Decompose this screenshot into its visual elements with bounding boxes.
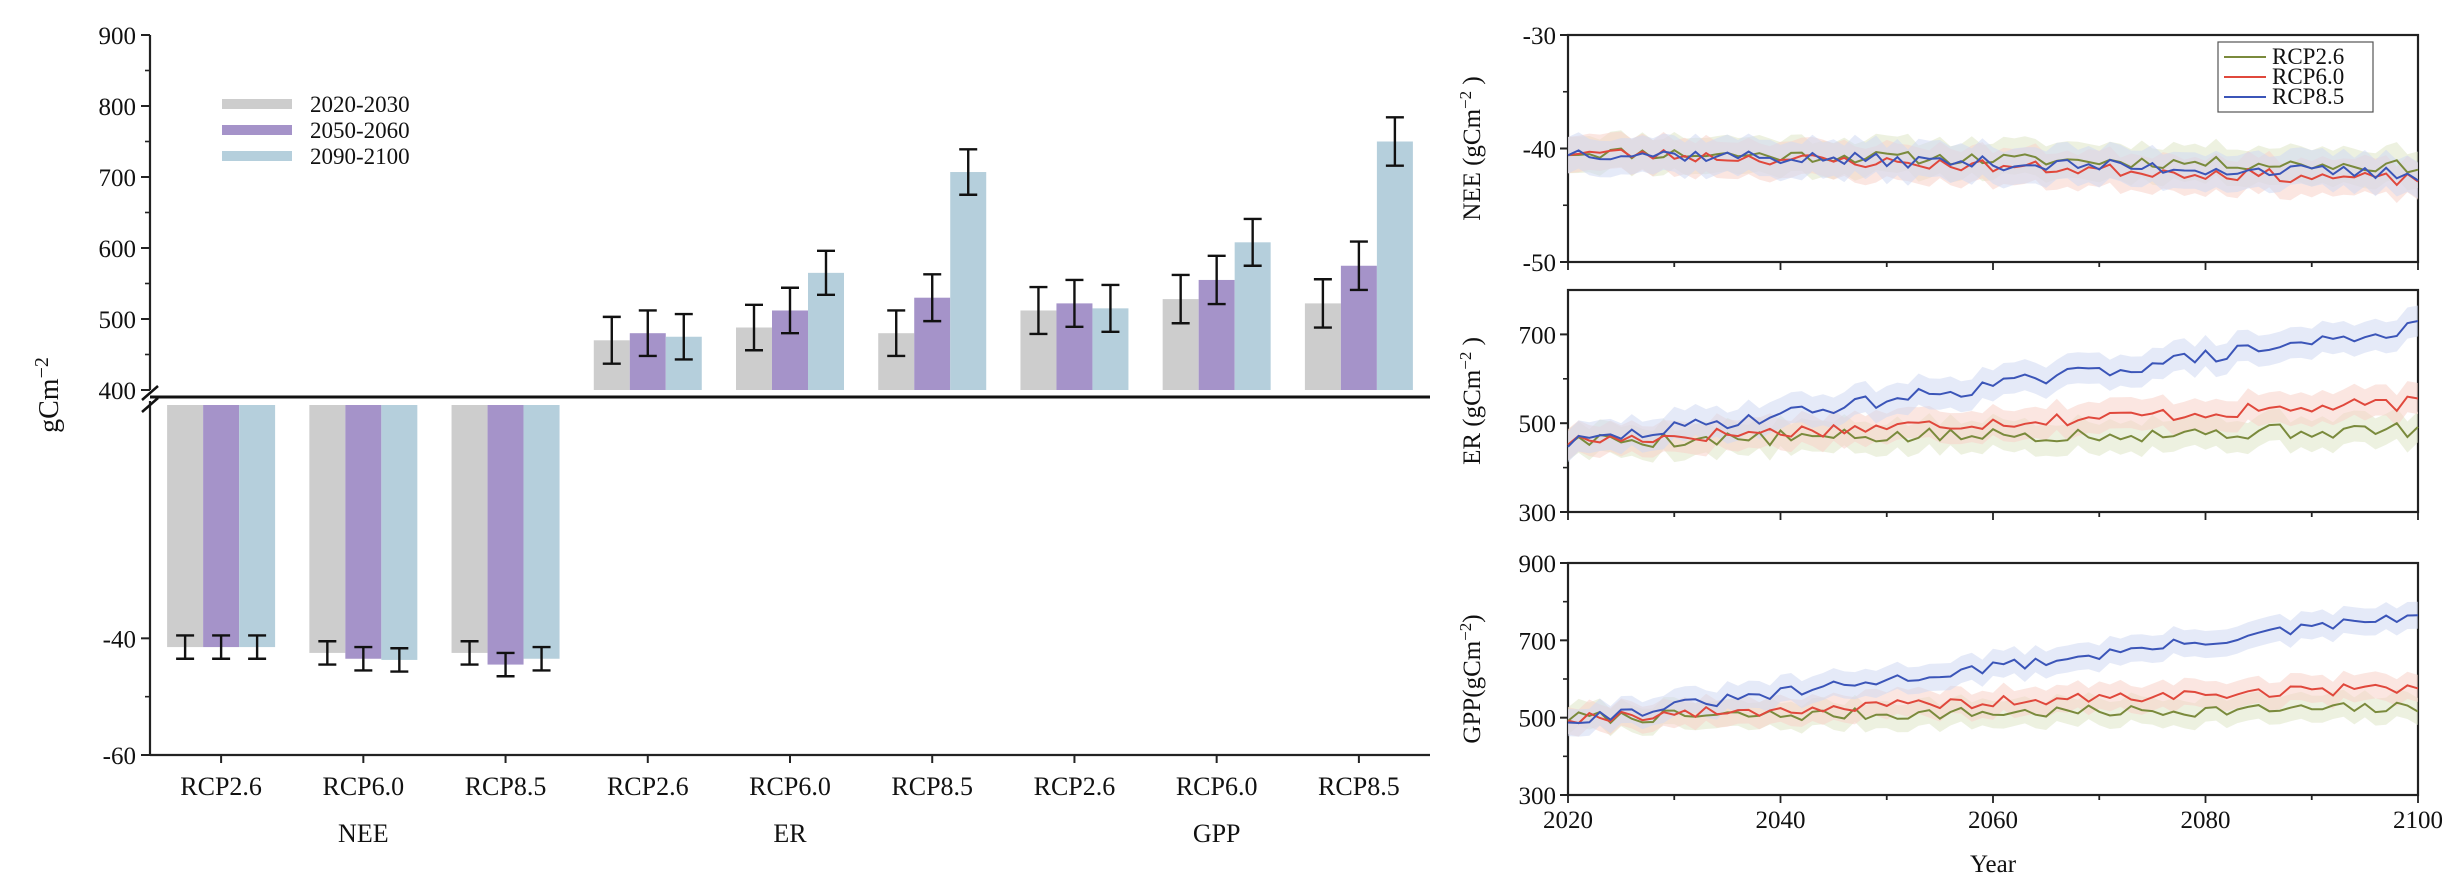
bar-2020-2030-0 xyxy=(167,405,204,648)
y-tick-label: -50 xyxy=(1523,250,1556,277)
band-RCP8.5 xyxy=(1568,601,2418,737)
bar-2050-2060-1 xyxy=(345,405,382,659)
y-axis-label-close: ) xyxy=(1459,76,1486,91)
bar-2050-2060-0 xyxy=(203,405,240,648)
x-tick-label: 2040 xyxy=(1756,807,1806,834)
x-category-label: RCP8.5 xyxy=(891,772,973,801)
y-axis-label-exponent: −2 xyxy=(1456,91,1475,109)
y-tick-label-upper: 500 xyxy=(99,307,137,334)
line-RCP6.0 xyxy=(1567,395,2419,446)
y-axis-label-base: GPP(gCm xyxy=(1459,640,1486,743)
x-category-label: RCP2.6 xyxy=(1034,772,1116,801)
x-category-label: RCP8.5 xyxy=(1318,772,1400,801)
y-axis-label-close: ) xyxy=(1459,614,1486,622)
y-tick-label: 500 xyxy=(1519,411,1557,438)
y-tick-label: 300 xyxy=(1519,500,1557,527)
y-axis-label-base: gCm xyxy=(34,378,65,433)
line-RCP8.5 xyxy=(1567,149,2419,182)
axis-break-mark xyxy=(141,385,159,401)
bar-chart-panel: 900 800 700 600 500 400 -40 -60 gCm−2 RCP2.6 RCP6.… xyxy=(31,23,1430,848)
line-RCP8.5 xyxy=(1567,614,2419,725)
y-axis-label-exponent: −2 xyxy=(1456,623,1475,641)
bar-2090-2100-1 xyxy=(381,405,418,660)
x-category-label: RCP6.0 xyxy=(749,772,831,801)
y-tick-label-upper: 400 xyxy=(99,378,137,405)
line-panel-2: 700 500 300 ER (gCm−2 ) xyxy=(1456,288,2420,527)
x-category-label: RCP2.6 xyxy=(180,772,262,801)
legend-label: RCP2.6 xyxy=(2272,44,2344,69)
y-tick-label-upper: 700 xyxy=(99,165,137,192)
line-RCP8.5 xyxy=(1567,320,2419,448)
legend-label: 2050-2060 xyxy=(310,118,410,143)
legend-label: RCP6.0 xyxy=(2272,64,2344,89)
bar-2050-2060-2 xyxy=(487,405,524,665)
y-tick-label-lower: -40 xyxy=(103,626,136,653)
y-axis-label: GPP(gCm−2) xyxy=(1456,614,1486,743)
x-group-label: ER xyxy=(773,819,807,848)
bar-2090-2100-5 xyxy=(950,172,987,390)
x-category-label: RCP6.0 xyxy=(1176,772,1258,801)
band-RCP8.5 xyxy=(1568,305,2418,463)
y-axis-label-base: ER (gCm xyxy=(1459,369,1486,465)
bar-2020-2030-2 xyxy=(451,405,488,653)
x-category-label: RCP2.6 xyxy=(607,772,689,801)
y-tick-label-lower: -60 xyxy=(103,743,136,770)
bar-2090-2100-8 xyxy=(1376,141,1413,390)
y-tick-label: 300 xyxy=(1519,783,1557,810)
y-tick-label-upper: 600 xyxy=(99,236,137,263)
y-axis-label: ER (gCm−2 ) xyxy=(1456,337,1486,465)
x-tick-label: 2020 xyxy=(1543,807,1593,834)
y-axis-label-close: ) xyxy=(1459,337,1486,352)
y-axis-label-exponent: −2 xyxy=(31,357,53,378)
line-RCP2.6 xyxy=(1567,701,2419,725)
legend-label: 2020-2030 xyxy=(310,92,410,117)
y-tick-label: -30 xyxy=(1523,23,1556,50)
line-RCP6.0 xyxy=(1567,683,2419,725)
y-tick-label: 500 xyxy=(1519,706,1557,733)
x-group-label: NEE xyxy=(338,819,389,848)
axis-break-mark xyxy=(141,397,159,413)
y-tick-label: 700 xyxy=(1519,628,1557,655)
bar-2090-2100-2 xyxy=(523,405,560,659)
y-tick-label: -40 xyxy=(1523,137,1556,164)
y-axis-label: NEE (gCm−2 ) xyxy=(1456,76,1486,220)
legend-label: RCP8.5 xyxy=(2272,84,2344,109)
y-tick-label: 900 xyxy=(1519,551,1557,578)
bar-2020-2030-1 xyxy=(309,405,346,653)
bar-2090-2100-0 xyxy=(239,405,276,648)
y-tick-label-upper: 800 xyxy=(99,94,137,121)
line-RCP2.6 xyxy=(1567,421,2419,449)
legend-label: 2090-2100 xyxy=(310,144,410,169)
x-tick-label: 2080 xyxy=(2181,807,2231,834)
x-tick-label: 2060 xyxy=(1968,807,2018,834)
x-group-label: GPP xyxy=(1193,819,1241,848)
band-RCP6.0 xyxy=(1568,670,2418,737)
y-axis-label-base: NEE (gCm xyxy=(1459,108,1486,220)
y-tick-label-upper: 900 xyxy=(99,23,137,50)
x-tick-label: 2100 xyxy=(2393,807,2443,834)
y-axis-label: gCm−2 xyxy=(31,357,65,433)
y-axis-label-exponent: −2 xyxy=(1456,352,1475,370)
y-tick-label: 700 xyxy=(1519,322,1557,349)
line-panel-3: 900 700 500 300 GPP(gCm−2) 2020 2040 2060 2080 21… xyxy=(1456,551,2443,878)
x-category-label: RCP8.5 xyxy=(465,772,547,801)
x-axis-label: Year xyxy=(1970,851,2017,878)
x-category-label: RCP6.0 xyxy=(323,772,405,801)
line-RCP6.0 xyxy=(1567,148,2419,187)
